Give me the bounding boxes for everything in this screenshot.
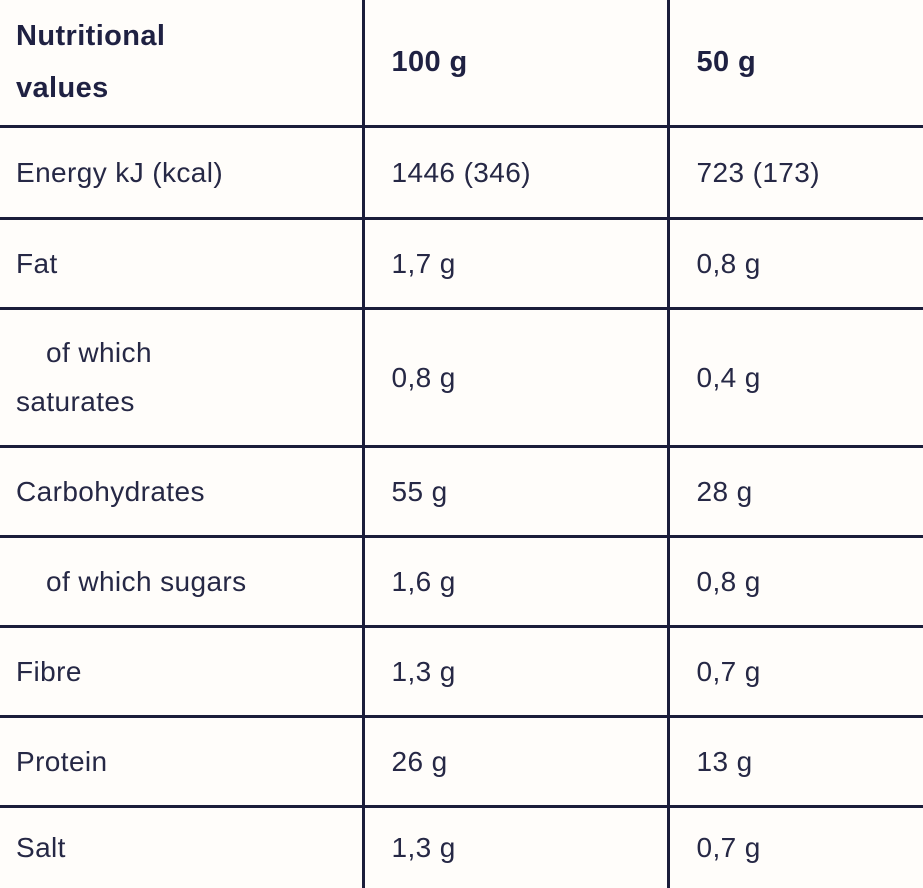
value-100g-cell: 55 g <box>361 446 668 538</box>
value-50g-cell: 0,7 g <box>666 626 923 718</box>
row-label: Carbohydrates <box>16 475 205 507</box>
value-100g-cell: 0,8 g <box>361 308 668 448</box>
header-cell-title: Nutritional values <box>0 0 363 128</box>
table-row: of which saturates 0,8 g 0,4 g <box>0 308 923 448</box>
row-label-cell: of which saturates <box>0 308 363 448</box>
column-header-50g: 50 g <box>666 0 923 128</box>
row-label: Fat <box>16 247 58 279</box>
table-row: Fibre 1,3 g 0,7 g <box>0 626 923 718</box>
value-100g-cell: 1,3 g <box>361 806 668 888</box>
table-title: Nutritional values <box>16 20 166 105</box>
row-label: Salt <box>16 832 66 864</box>
table-row: Fat 1,7 g 0,8 g <box>0 218 923 310</box>
row-label-cell: Energy kJ (kcal) <box>0 126 363 220</box>
value-50g-cell: 28 g <box>666 446 923 538</box>
value-50g-cell: 723 (173) <box>666 126 923 220</box>
table-row: Protein 26 g 13 g <box>0 716 923 808</box>
row-label: of which sugars <box>46 565 247 597</box>
value-50g-cell: 0,8 g <box>666 536 923 628</box>
value-50g-cell: 0,8 g <box>666 218 923 310</box>
value-50g-cell: 0,4 g <box>666 308 923 448</box>
value-50g-cell: 13 g <box>666 716 923 808</box>
table-row: Carbohydrates 55 g 28 g <box>0 446 923 538</box>
column-header-100g: 100 g <box>361 0 668 128</box>
value-100g-cell: 26 g <box>361 716 668 808</box>
row-label-cell: Fibre <box>0 626 363 718</box>
row-label-cell: Carbohydrates <box>0 446 363 538</box>
row-label: Protein <box>16 745 108 777</box>
row-label-cell: Protein <box>0 716 363 808</box>
row-label-cell: Fat <box>0 218 363 310</box>
value-100g-cell: 1446 (346) <box>361 126 668 220</box>
value-100g-cell: 1,7 g <box>361 218 668 310</box>
table-row: Energy kJ (kcal) 1446 (346) 723 (173) <box>0 126 923 220</box>
table-header-row: Nutritional values 100 g 50 g <box>0 0 923 128</box>
value-100g-cell: 1,6 g <box>361 536 668 628</box>
row-label-cell: of which sugars <box>0 536 363 628</box>
table-row: Salt 1,3 g 0,7 g <box>0 806 923 888</box>
row-label-cell: Salt <box>0 806 363 888</box>
value-50g-cell: 0,7 g <box>666 806 923 888</box>
row-label: Fibre <box>16 655 82 687</box>
value-100g-cell: 1,3 g <box>361 626 668 718</box>
row-label: of which saturates <box>16 337 152 417</box>
table-row: of which sugars 1,6 g 0,8 g <box>0 536 923 628</box>
row-label: Energy kJ (kcal) <box>16 156 224 188</box>
